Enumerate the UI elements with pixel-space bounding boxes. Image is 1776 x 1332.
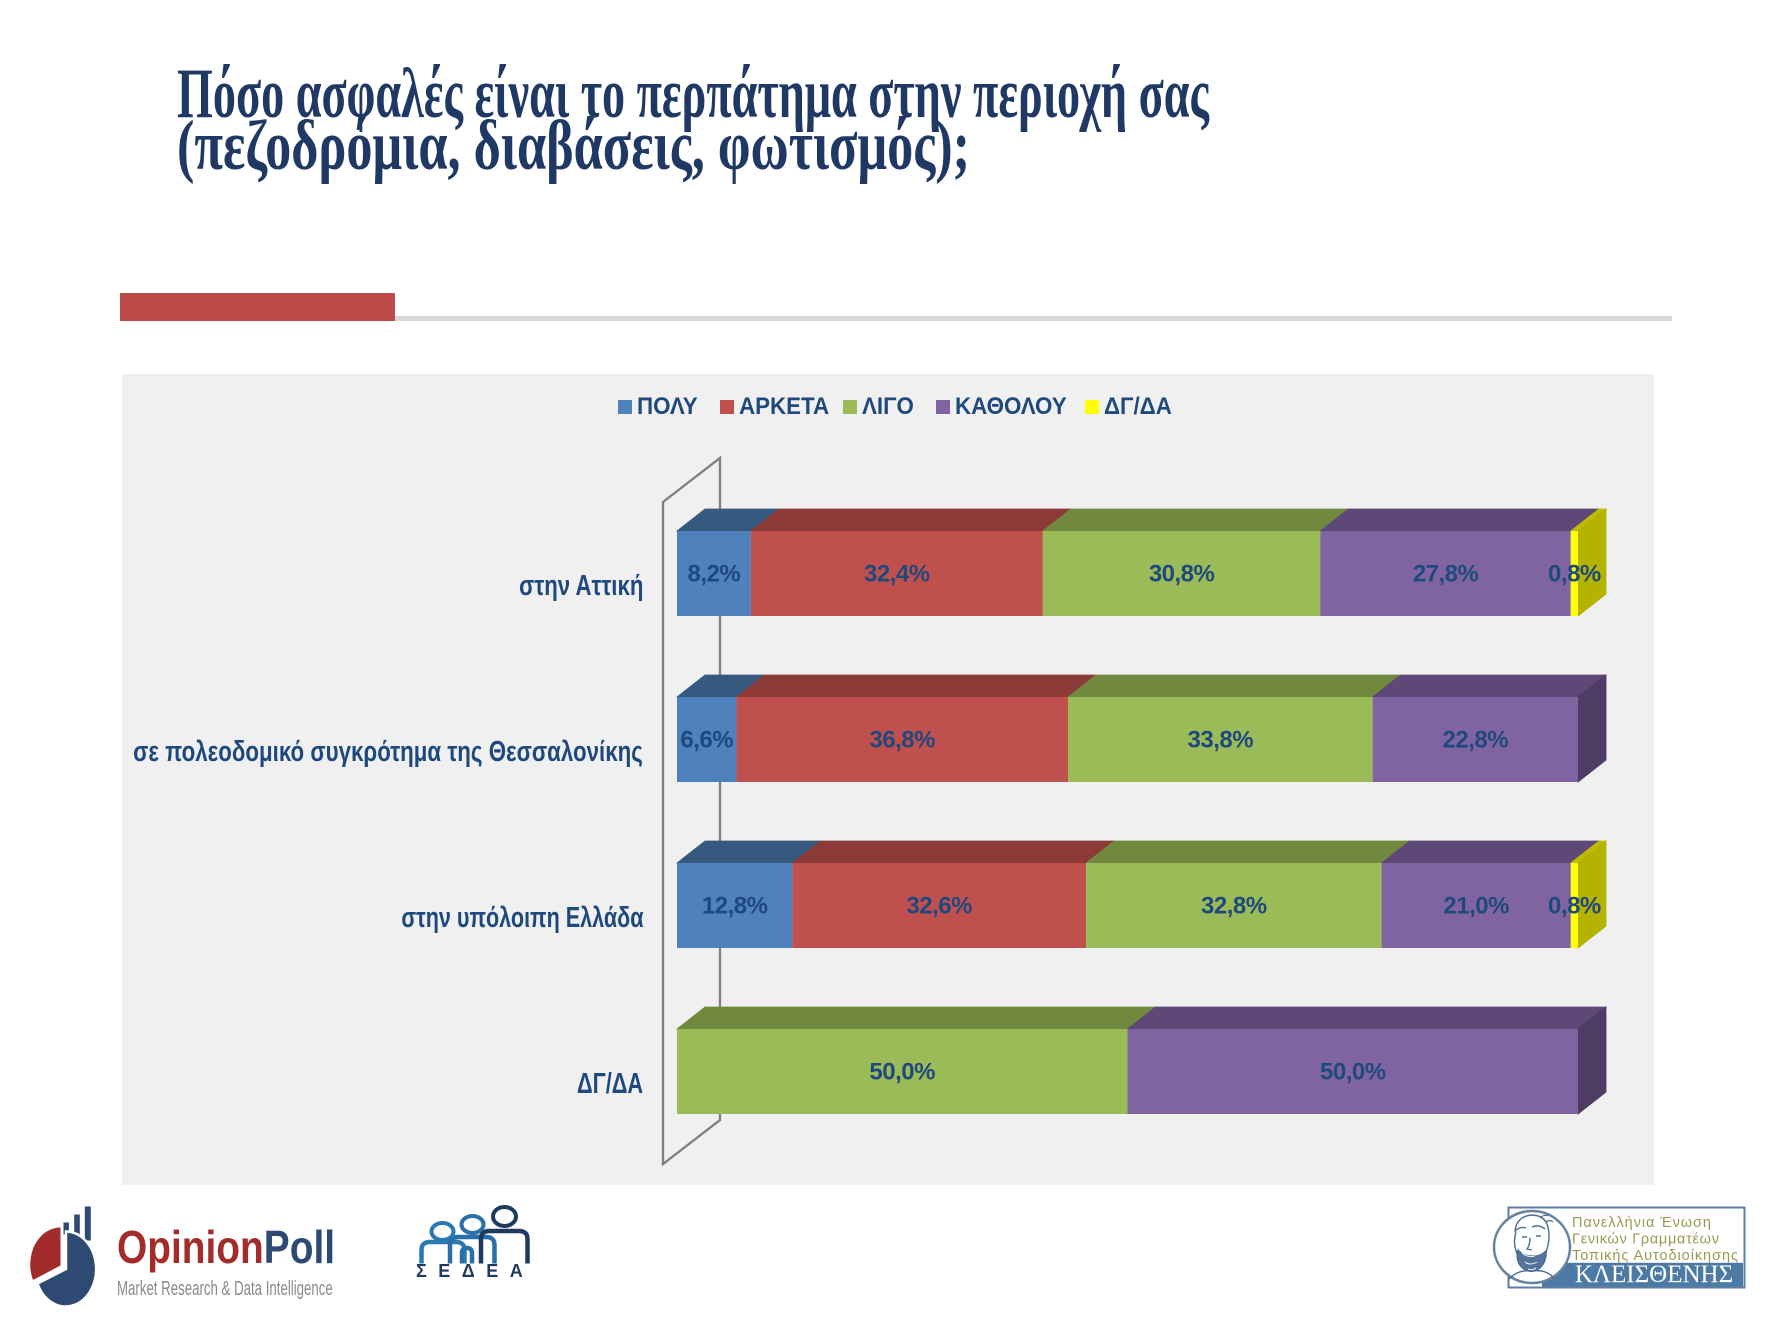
svg-text:0,8%: 0,8%	[1548, 561, 1601, 588]
svg-text:30,8%: 30,8%	[1149, 561, 1215, 588]
svg-text:22,8%: 22,8%	[1443, 727, 1509, 754]
svg-text:Πανελλήνια Ένωση: Πανελλήνια Ένωση	[1572, 1215, 1711, 1231]
svg-text:6,6%: 6,6%	[680, 727, 733, 754]
svg-text:50,0%: 50,0%	[869, 1059, 935, 1086]
svg-text:Γενικών Γραμματέων: Γενικών Γραμματέων	[1572, 1232, 1719, 1248]
svg-text:12,8%: 12,8%	[702, 893, 768, 920]
svg-text:0,8%: 0,8%	[1548, 893, 1601, 920]
svg-text:ΣΕΔΕΑ: ΣΕΔΕΑ	[416, 1261, 534, 1281]
svg-text:36,8%: 36,8%	[869, 727, 935, 754]
svg-text:21,0%: 21,0%	[1443, 893, 1509, 920]
svg-text:32,4%: 32,4%	[864, 561, 930, 588]
svg-text:27,8%: 27,8%	[1413, 561, 1479, 588]
svg-text:33,8%: 33,8%	[1188, 727, 1254, 754]
svg-text:ΚΛΕΙΣΘΕΝΗΣ: ΚΛΕΙΣΘΕΝΗΣ	[1575, 1261, 1733, 1288]
svg-text:Market Research & Data Intelli: Market Research & Data Intelligence	[117, 1277, 333, 1299]
svg-text:Τοπικής Αυτοδιοίκησης: Τοπικής Αυτοδιοίκησης	[1572, 1248, 1738, 1264]
svg-text:OpinionPoll: OpinionPoll	[117, 1222, 335, 1274]
svg-text:50,0%: 50,0%	[1320, 1059, 1386, 1086]
svg-text:32,8%: 32,8%	[1201, 893, 1267, 920]
svg-text:32,6%: 32,6%	[906, 893, 972, 920]
svg-text:8,2%: 8,2%	[688, 561, 741, 588]
